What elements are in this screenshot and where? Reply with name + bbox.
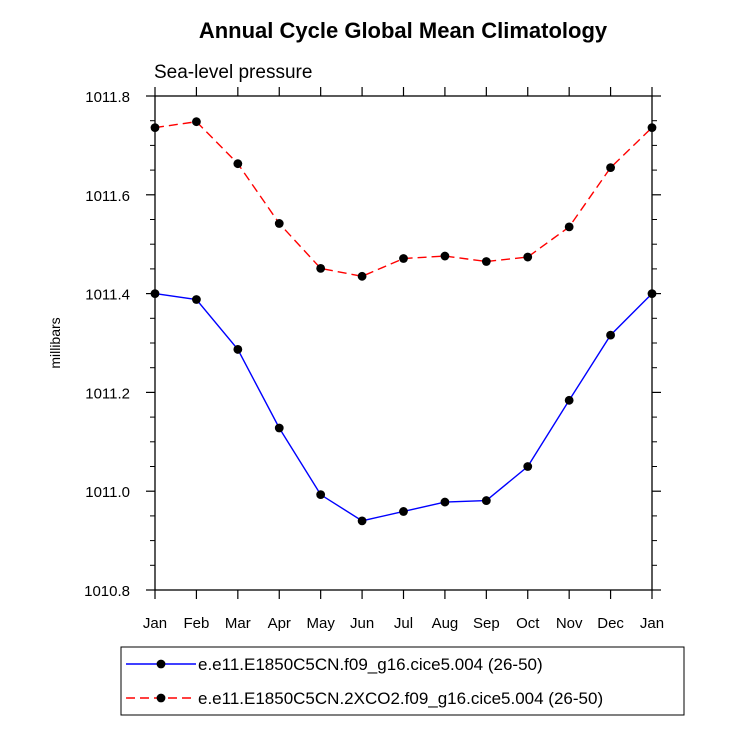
- data-point: [606, 163, 615, 173]
- x-tick-label: Jun: [350, 615, 374, 632]
- legend-swatch-marker: [156, 659, 166, 669]
- data-point: [316, 264, 326, 273]
- data-point: [481, 496, 491, 505]
- data-point: [150, 289, 160, 298]
- series-line: [154, 120, 653, 278]
- y-axis-label: millibars: [47, 317, 63, 368]
- data-point: [647, 289, 657, 298]
- x-tick-label: Feb: [183, 615, 209, 632]
- data-point: [481, 257, 491, 266]
- y-tick-label: 1011.0: [85, 484, 130, 501]
- legend-label: e.e11.E1850C5CN.2XCO2.f09_g16.cice5.004 …: [198, 689, 603, 708]
- x-tick-label: Mar: [225, 615, 251, 632]
- data-point: [399, 254, 408, 263]
- data-point: [274, 219, 284, 228]
- x-tick-label: Sep: [473, 615, 500, 632]
- data-point: [150, 123, 160, 133]
- data-point: [606, 330, 615, 340]
- chart-title: Annual Cycle Global Mean Climatology: [199, 18, 608, 43]
- x-tick-label: Apr: [268, 615, 291, 632]
- x-tick-label: Oct: [516, 615, 540, 632]
- plot-frame: [154, 95, 653, 591]
- data-point: [564, 222, 574, 232]
- x-tick-label: Nov: [556, 615, 583, 632]
- x-tick-label: Jul: [394, 615, 413, 632]
- legend-swatch-marker: [156, 693, 166, 703]
- data-point: [357, 271, 367, 281]
- data-point: [523, 252, 533, 262]
- series-layer: [150, 117, 657, 526]
- data-point: [440, 251, 450, 261]
- legend-box: [120, 646, 685, 716]
- series-1: [150, 117, 657, 281]
- data-point: [316, 490, 326, 500]
- legend: e.e11.E1850C5CN.f09_g16.cice5.004 (26-50…: [120, 646, 685, 716]
- data-point: [192, 295, 201, 304]
- legend-label: e.e11.E1850C5CN.f09_g16.cice5.004 (26-50…: [198, 655, 543, 674]
- x-tick-label: May: [306, 615, 335, 632]
- data-point: [233, 159, 243, 169]
- y-tick-label: 1011.4: [85, 287, 130, 304]
- data-point: [233, 345, 243, 354]
- x-tick-label: Aug: [432, 615, 459, 632]
- data-point: [564, 395, 574, 405]
- data-point: [523, 462, 533, 471]
- data-point: [357, 516, 367, 526]
- series-0: [150, 289, 657, 526]
- y-tick-label: 1011.6: [85, 188, 130, 205]
- series-line: [154, 292, 653, 522]
- y-tick-label: 1010.8: [84, 583, 130, 600]
- axes: 1010.8 1011.0 1011.2 1011.4 1011.6 1011.8 Jan F…: [84, 87, 664, 632]
- chart-subtitle: Sea-level pressure: [154, 62, 312, 83]
- data-point: [274, 423, 284, 433]
- data-point: [440, 497, 450, 507]
- data-point: [647, 123, 657, 133]
- data-point: [399, 507, 408, 516]
- x-tick-label: Dec: [597, 615, 624, 632]
- y-tick-label: 1011.8: [85, 89, 130, 106]
- x-tick-label: Jan: [143, 615, 167, 632]
- data-point: [192, 117, 201, 127]
- y-tick-label: 1011.2: [85, 385, 130, 402]
- x-tick-label: Jan: [640, 615, 664, 632]
